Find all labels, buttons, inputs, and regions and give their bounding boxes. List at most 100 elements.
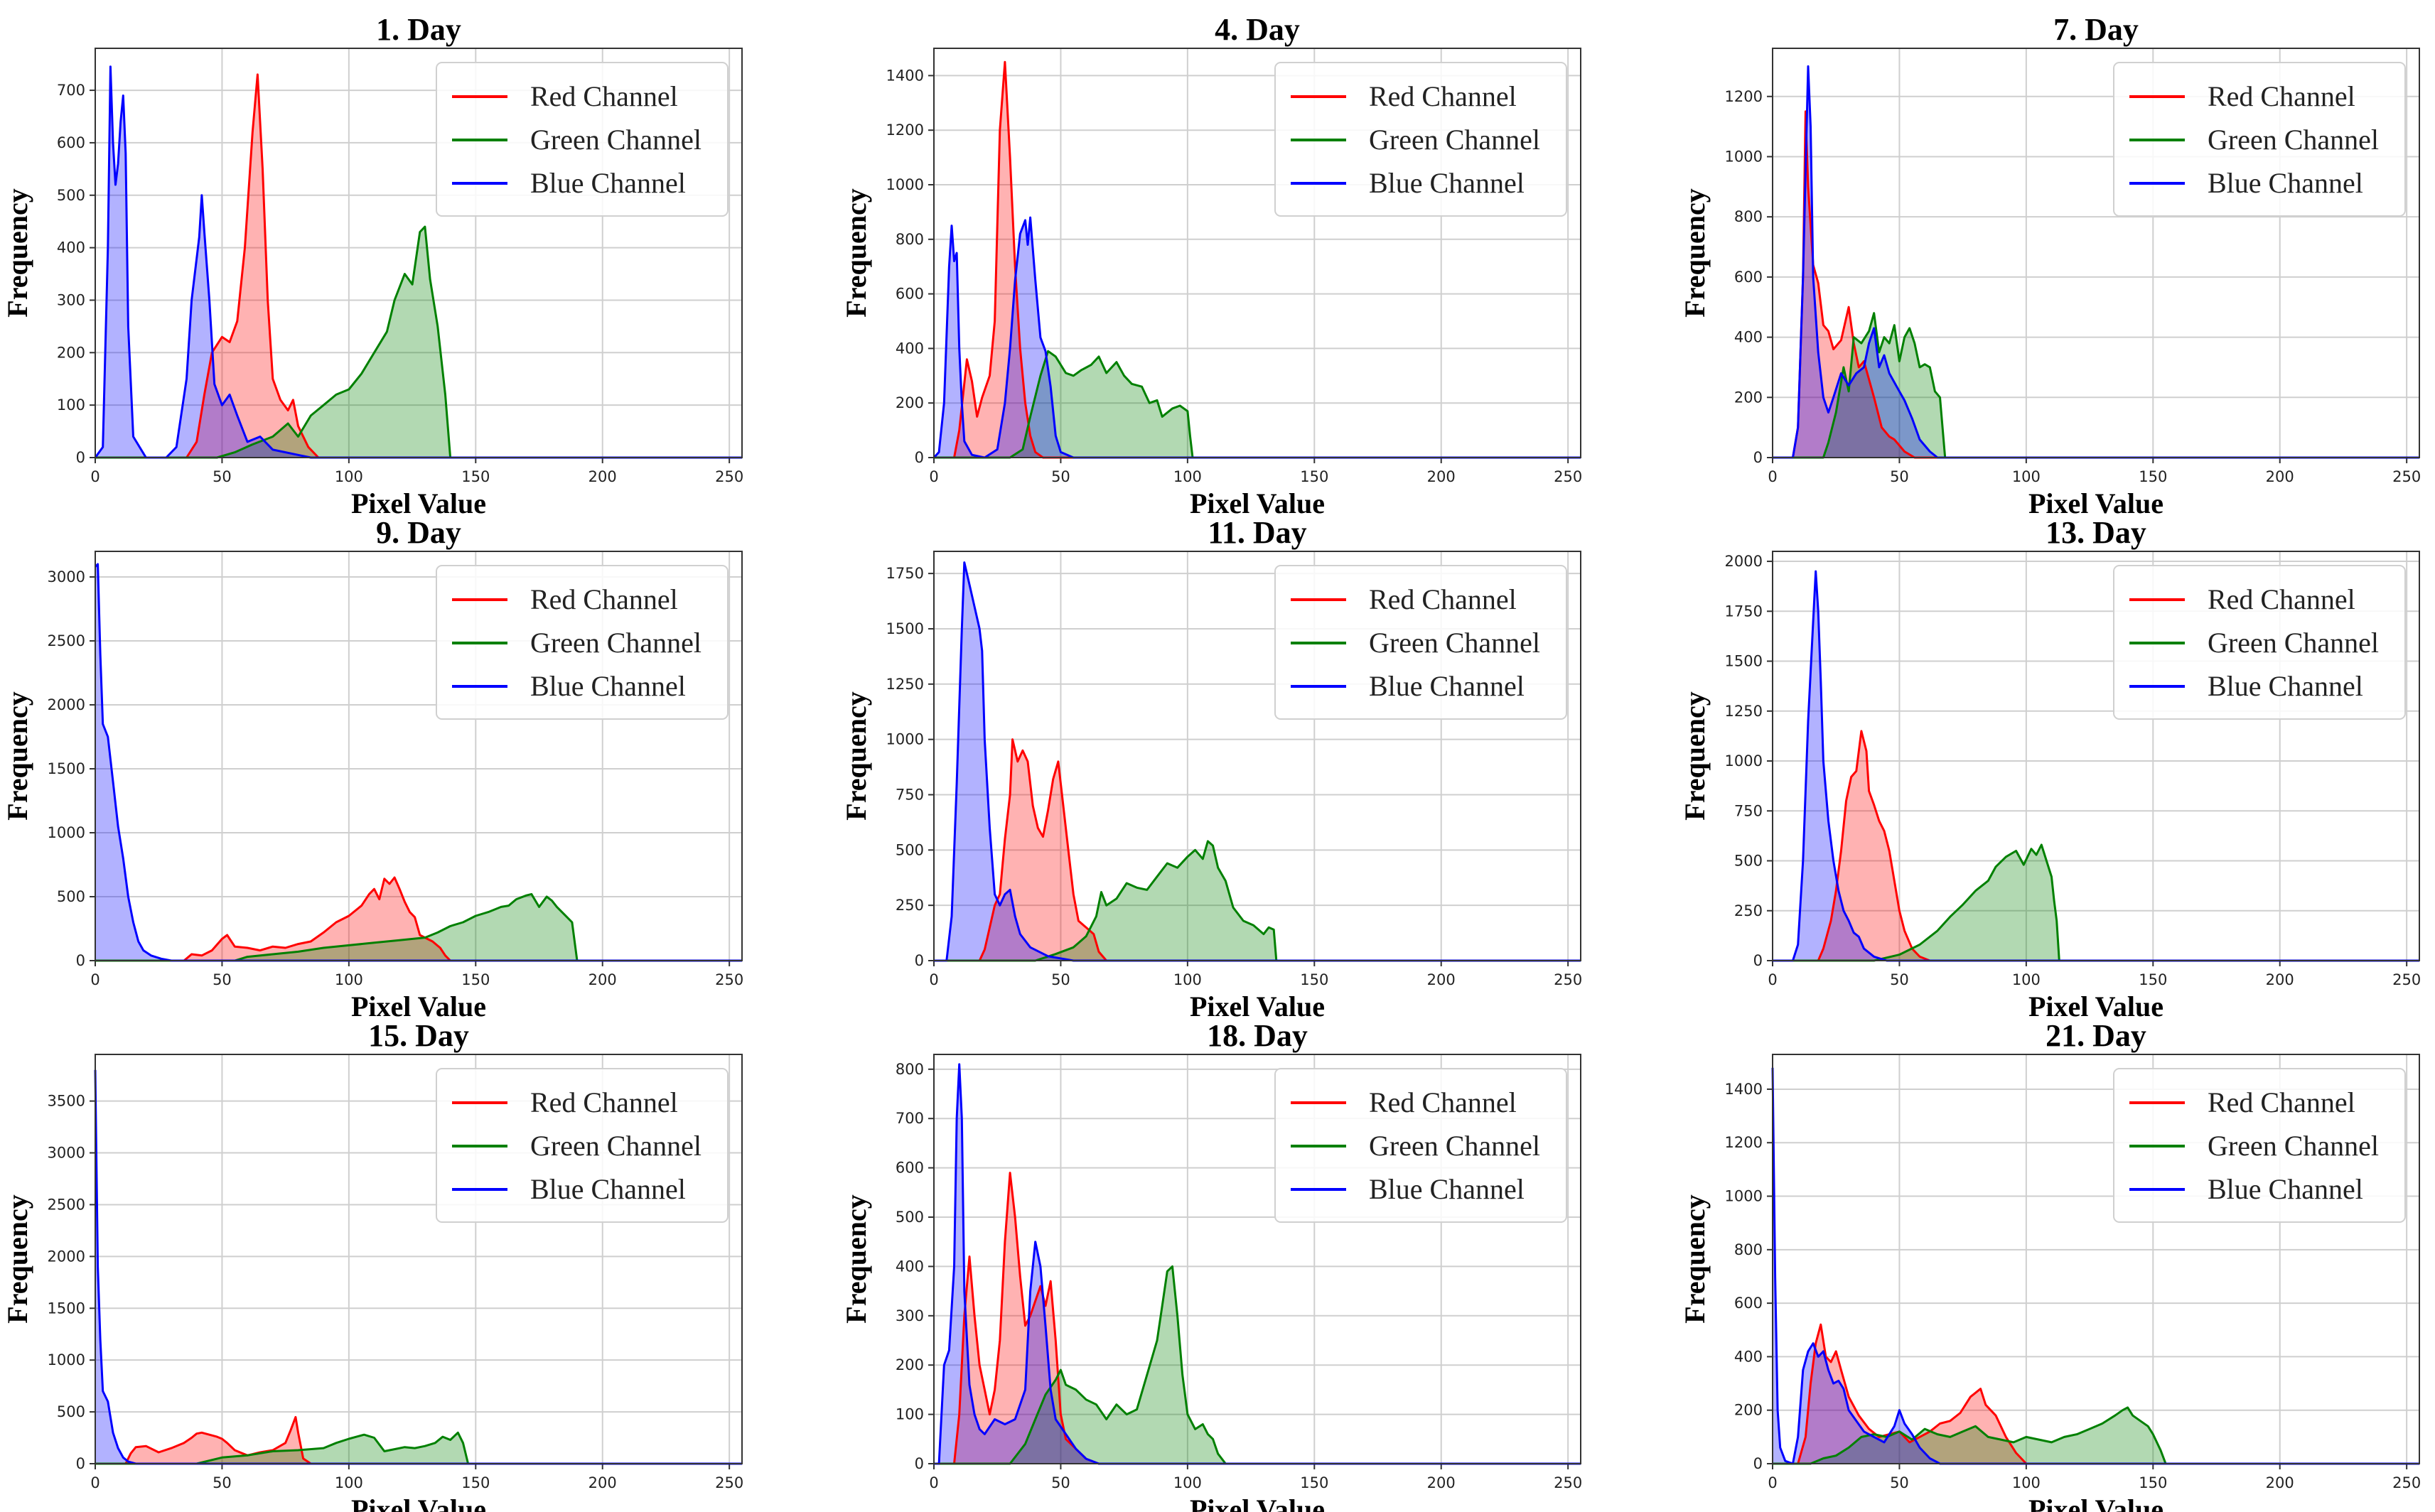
x-axis-label: Pixel Value xyxy=(1190,1494,1325,1512)
y-tick-label: 700 xyxy=(896,1110,924,1127)
legend-label-blue: Blue Channel xyxy=(1369,167,1525,199)
chart-title: 15. Day xyxy=(368,1018,469,1053)
plot-frame xyxy=(95,48,743,458)
legend-label-red: Red Channel xyxy=(2208,583,2355,615)
legend-box xyxy=(2113,62,2406,217)
y-tick-label: 800 xyxy=(896,1061,924,1078)
legend-label-red: Red Channel xyxy=(530,80,678,112)
panel-4: 0 50 100 150 200 2500500100015002000250030009… xyxy=(1,515,743,1022)
y-tick-label: 750 xyxy=(896,786,924,803)
series-area-green xyxy=(1773,313,2419,458)
x-axis-label: Pixel Value xyxy=(1190,487,1325,519)
x-tick-label: 0 xyxy=(1768,468,1777,485)
series-area-blue xyxy=(934,562,1581,961)
legend-label-green: Green Channel xyxy=(2208,124,2379,156)
y-tick-label: 200 xyxy=(1734,389,1763,406)
legend-box xyxy=(1274,62,1567,217)
y-tick-label: 400 xyxy=(896,340,924,357)
series-line-blue xyxy=(1773,65,2419,459)
series-area-red xyxy=(1773,111,2419,458)
series-line-red xyxy=(934,60,1581,459)
chart-title: 1. Day xyxy=(376,12,461,47)
plot-frame xyxy=(95,551,743,961)
legend-label-blue: Blue Channel xyxy=(1369,1173,1525,1205)
legend-box xyxy=(1274,1068,1567,1223)
plot-frame xyxy=(95,1054,743,1464)
x-axis-label: Pixel Value xyxy=(351,487,486,519)
y-tick-label: 700 xyxy=(57,82,85,99)
y-tick-label: 0 xyxy=(915,952,924,969)
series-line-blue xyxy=(94,563,742,962)
y-tick-label: 200 xyxy=(896,1356,924,1373)
y-tick-label: 3500 xyxy=(48,1093,85,1110)
plot-frame xyxy=(1772,48,2420,458)
y-tick-label: 800 xyxy=(896,231,924,248)
y-axis-label: Frequency xyxy=(1,691,33,820)
y-axis-label: Frequency xyxy=(1679,188,1711,317)
y-axis-label: Frequency xyxy=(1679,691,1711,820)
x-tick-label: 50 xyxy=(1051,468,1070,485)
y-tick-label: 1000 xyxy=(1725,1188,1763,1205)
series-line-blue xyxy=(934,561,1581,962)
series-line-green xyxy=(95,1431,742,1465)
legend-box xyxy=(436,565,729,720)
y-tick-label: 0 xyxy=(76,449,85,466)
chart-title: 21. Day xyxy=(2046,1018,2146,1053)
y-axis-label: Frequency xyxy=(1679,1194,1711,1323)
x-tick-label: 250 xyxy=(715,468,743,485)
series-line-red xyxy=(95,876,742,962)
series-line-green xyxy=(934,840,1581,962)
legend: Red Channel Green Channel Blue Channel xyxy=(2113,1068,2406,1223)
y-tick-label: 250 xyxy=(896,897,924,914)
x-tick-label: 150 xyxy=(2139,1474,2167,1491)
plot-frame xyxy=(1772,551,2420,961)
y-tick-label: 200 xyxy=(1734,1402,1763,1419)
series-area-green xyxy=(95,227,742,458)
legend-label-red: Red Channel xyxy=(1369,80,1517,112)
legend-label-green: Green Channel xyxy=(530,627,702,659)
y-tick-label: 200 xyxy=(896,394,924,411)
y-tick-label: 400 xyxy=(1734,329,1763,346)
series-line-green xyxy=(95,225,742,459)
y-tick-label: 300 xyxy=(57,291,85,308)
x-tick-label: 0 xyxy=(929,1474,938,1491)
y-tick-label: 3000 xyxy=(48,1145,85,1162)
chart-title: 9. Day xyxy=(376,515,461,550)
y-tick-label: 0 xyxy=(1753,449,1763,466)
y-tick-label: 1750 xyxy=(1725,603,1763,620)
y-tick-label: 2000 xyxy=(1725,553,1763,570)
x-tick-label: 150 xyxy=(2139,468,2167,485)
series-line-blue xyxy=(94,65,742,459)
legend-label-blue: Blue Channel xyxy=(530,167,686,199)
x-tick-label: 200 xyxy=(1427,971,1456,988)
x-axis-label: Pixel Value xyxy=(351,990,486,1022)
legend: Red Channel Green Channel Blue Channel xyxy=(436,1068,729,1223)
series-line-green xyxy=(95,892,742,962)
legend: Red Channel Green Channel Blue Channel xyxy=(436,565,729,720)
y-tick-label: 1400 xyxy=(1725,1081,1763,1098)
y-tick-label: 200 xyxy=(57,344,85,361)
y-tick-label: 600 xyxy=(57,134,85,151)
y-axis-label: Frequency xyxy=(840,1194,872,1323)
y-axis-label: Frequency xyxy=(1,1194,33,1323)
plot-frame xyxy=(933,551,1581,961)
x-tick-label: 150 xyxy=(461,468,490,485)
y-tick-label: 0 xyxy=(76,1455,85,1472)
x-axis-label: Pixel Value xyxy=(2028,990,2163,1022)
legend-label-red: Red Channel xyxy=(2208,80,2355,112)
plot-frame xyxy=(933,1054,1581,1464)
series-line-blue xyxy=(1771,1067,2419,1465)
series-line-red xyxy=(1773,730,2419,962)
x-tick-label: 50 xyxy=(1890,971,1909,988)
y-tick-label: 250 xyxy=(1734,902,1763,919)
x-tick-label: 100 xyxy=(2012,1474,2041,1491)
x-tick-label: 100 xyxy=(1173,468,1202,485)
x-tick-label: 100 xyxy=(335,971,363,988)
y-tick-label: 1250 xyxy=(1725,703,1763,720)
series-line-red xyxy=(95,73,742,459)
x-axis-label: Pixel Value xyxy=(1190,990,1325,1022)
x-tick-label: 200 xyxy=(2266,971,2294,988)
legend: Red Channel Green Channel Blue Channel xyxy=(2113,62,2406,217)
legend-label-green: Green Channel xyxy=(530,124,702,156)
